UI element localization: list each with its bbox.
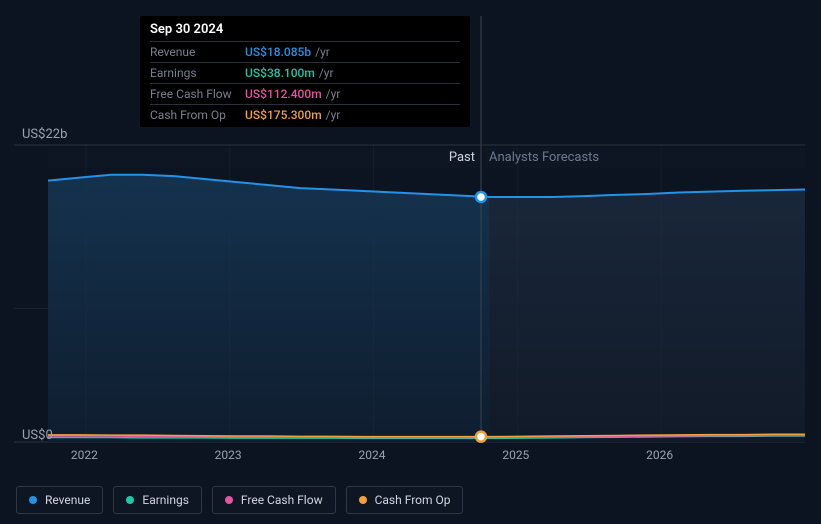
legend-dot-icon — [225, 496, 233, 504]
tooltip-row: RevenueUS$18.085b/yr — [150, 41, 460, 62]
legend-label: Earnings — [142, 493, 189, 507]
x-tick-label: 2022 — [71, 448, 98, 462]
legend-dot-icon — [126, 496, 134, 504]
tooltip-date: Sep 30 2024 — [150, 22, 460, 41]
tooltip-metric-label: Earnings — [150, 66, 245, 80]
tooltip-row: Cash From OpUS$175.300m/yr — [150, 104, 460, 125]
x-axis-labels: 2022 2023 2024 2025 2026 — [0, 448, 821, 464]
x-tick-label: 2026 — [646, 448, 673, 462]
x-tick-label: 2023 — [215, 448, 242, 462]
legend-label: Cash From Op — [375, 493, 451, 507]
x-tick-label: 2024 — [359, 448, 386, 462]
past-section-label: Past — [449, 150, 475, 165]
tooltip-row: Free Cash FlowUS$112.400m/yr — [150, 83, 460, 104]
tooltip-metric-value: US$112.400m — [245, 87, 322, 101]
tooltip-metric-value: US$175.300m — [245, 108, 322, 122]
legend-item[interactable]: Cash From Op — [346, 486, 464, 514]
legend: Revenue Earnings Free Cash Flow Cash From O… — [16, 486, 463, 514]
tooltip-row: EarningsUS$38.100m/yr — [150, 62, 460, 83]
forecast-section-label: Analysts Forecasts — [489, 150, 599, 165]
tooltip-metric-label: Cash From Op — [150, 108, 245, 122]
legend-item[interactable]: Free Cash Flow — [212, 486, 336, 514]
tooltip-metric-unit: /yr — [315, 45, 330, 59]
legend-item[interactable]: Earnings — [113, 486, 202, 514]
y-axis-top-label: US$22b — [22, 127, 67, 142]
tooltip-metric-value: US$38.100m — [245, 66, 315, 80]
tooltip-metric-value: US$18.085b — [245, 45, 311, 59]
y-axis-bottom-label: US$0 — [22, 428, 53, 443]
x-tick-label: 2025 — [502, 448, 529, 462]
tooltip-metric-unit: /yr — [326, 108, 341, 122]
legend-label: Free Cash Flow — [241, 493, 323, 507]
tooltip-metric-unit: /yr — [319, 66, 334, 80]
legend-dot-icon — [29, 496, 37, 504]
tooltip-metric-label: Revenue — [150, 45, 245, 59]
tooltip-metric-unit: /yr — [326, 87, 341, 101]
legend-label: Revenue — [45, 493, 90, 507]
hover-tooltip: Sep 30 2024 RevenueUS$18.085b/yrEarnings… — [140, 16, 470, 127]
financials-chart: US$22b US$0 Past Analysts Forecasts 2022… — [0, 0, 821, 524]
tooltip-metric-label: Free Cash Flow — [150, 87, 245, 101]
legend-item[interactable]: Revenue — [16, 486, 103, 514]
legend-dot-icon — [359, 496, 367, 504]
